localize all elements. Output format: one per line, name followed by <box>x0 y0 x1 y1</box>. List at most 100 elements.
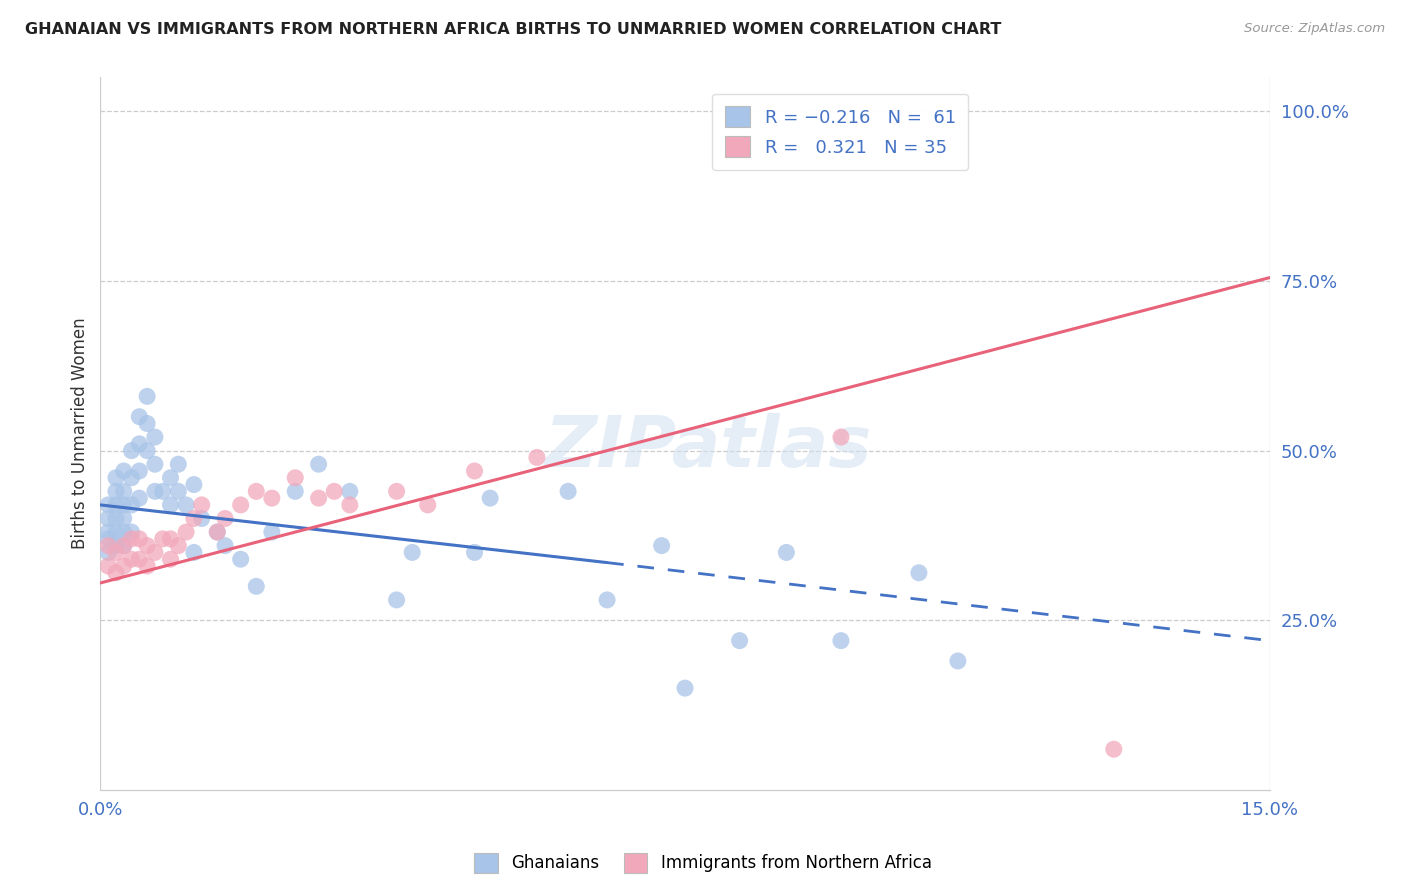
Point <box>167 484 190 499</box>
Legend: R = −0.216   N =  61, R =   0.321   N = 35: R = −0.216 N = 61, R = 0.321 N = 35 <box>713 94 969 169</box>
Point <box>143 484 166 499</box>
Point <box>183 511 205 525</box>
Point <box>174 524 197 539</box>
Point <box>121 524 143 539</box>
Point <box>121 532 143 546</box>
Point <box>143 545 166 559</box>
Point <box>97 524 120 539</box>
Legend: Ghanaians, Immigrants from Northern Africa: Ghanaians, Immigrants from Northern Afri… <box>468 847 938 880</box>
Point <box>775 545 797 559</box>
Point <box>673 681 696 695</box>
Point <box>190 498 212 512</box>
Point <box>136 417 159 431</box>
Point <box>207 524 229 539</box>
Point <box>385 593 408 607</box>
Point <box>728 633 751 648</box>
Point <box>245 484 267 499</box>
Point <box>651 539 673 553</box>
Point <box>260 524 283 539</box>
Point <box>308 491 330 505</box>
Point <box>128 532 150 546</box>
Point <box>190 511 212 525</box>
Point <box>97 539 120 553</box>
Point <box>136 389 159 403</box>
Point <box>284 471 307 485</box>
Y-axis label: Births to Unmarried Women: Births to Unmarried Women <box>72 318 89 549</box>
Point <box>946 654 969 668</box>
Point <box>339 484 361 499</box>
Point <box>97 498 120 512</box>
Point <box>284 484 307 499</box>
Point <box>112 511 135 525</box>
Point <box>596 593 619 607</box>
Point <box>159 498 181 512</box>
Point <box>121 471 143 485</box>
Point <box>245 579 267 593</box>
Point <box>128 409 150 424</box>
Point <box>159 471 181 485</box>
Point <box>167 539 190 553</box>
Point <box>112 498 135 512</box>
Point <box>104 539 127 553</box>
Point <box>104 484 127 499</box>
Point <box>908 566 931 580</box>
Point <box>308 457 330 471</box>
Point <box>830 633 852 648</box>
Point <box>104 524 127 539</box>
Point <box>159 552 181 566</box>
Point <box>464 545 486 559</box>
Point <box>260 491 283 505</box>
Point <box>183 477 205 491</box>
Point <box>104 545 127 559</box>
Point <box>479 491 502 505</box>
Point <box>830 430 852 444</box>
Point <box>557 484 579 499</box>
Point <box>104 511 127 525</box>
Point <box>97 545 120 559</box>
Point <box>104 566 127 580</box>
Point <box>136 539 159 553</box>
Point <box>104 498 127 512</box>
Point <box>128 552 150 566</box>
Point <box>152 532 174 546</box>
Point <box>128 437 150 451</box>
Point <box>183 545 205 559</box>
Point <box>97 559 120 574</box>
Point <box>1102 742 1125 756</box>
Point <box>112 559 135 574</box>
Point <box>167 457 190 471</box>
Point <box>121 443 143 458</box>
Text: ZIPatlas: ZIPatlas <box>544 413 872 483</box>
Point <box>214 539 236 553</box>
Point <box>112 484 135 499</box>
Point <box>112 524 135 539</box>
Point <box>112 539 135 553</box>
Point <box>174 498 197 512</box>
Point <box>97 532 120 546</box>
Point <box>143 457 166 471</box>
Point <box>323 484 346 499</box>
Point <box>229 552 252 566</box>
Point <box>229 498 252 512</box>
Point <box>128 491 150 505</box>
Point <box>136 559 159 574</box>
Text: GHANAIAN VS IMMIGRANTS FROM NORTHERN AFRICA BIRTHS TO UNMARRIED WOMEN CORRELATIO: GHANAIAN VS IMMIGRANTS FROM NORTHERN AFR… <box>25 22 1001 37</box>
Point <box>207 524 229 539</box>
Point <box>112 464 135 478</box>
Point <box>112 539 135 553</box>
Point <box>121 498 143 512</box>
Point <box>401 545 423 559</box>
Point <box>464 464 486 478</box>
Point <box>104 471 127 485</box>
Point <box>214 511 236 525</box>
Point <box>385 484 408 499</box>
Point <box>152 484 174 499</box>
Point <box>143 430 166 444</box>
Point <box>339 498 361 512</box>
Point <box>159 532 181 546</box>
Point <box>416 498 439 512</box>
Point <box>97 511 120 525</box>
Point <box>128 464 150 478</box>
Point <box>136 443 159 458</box>
Text: Source: ZipAtlas.com: Source: ZipAtlas.com <box>1244 22 1385 36</box>
